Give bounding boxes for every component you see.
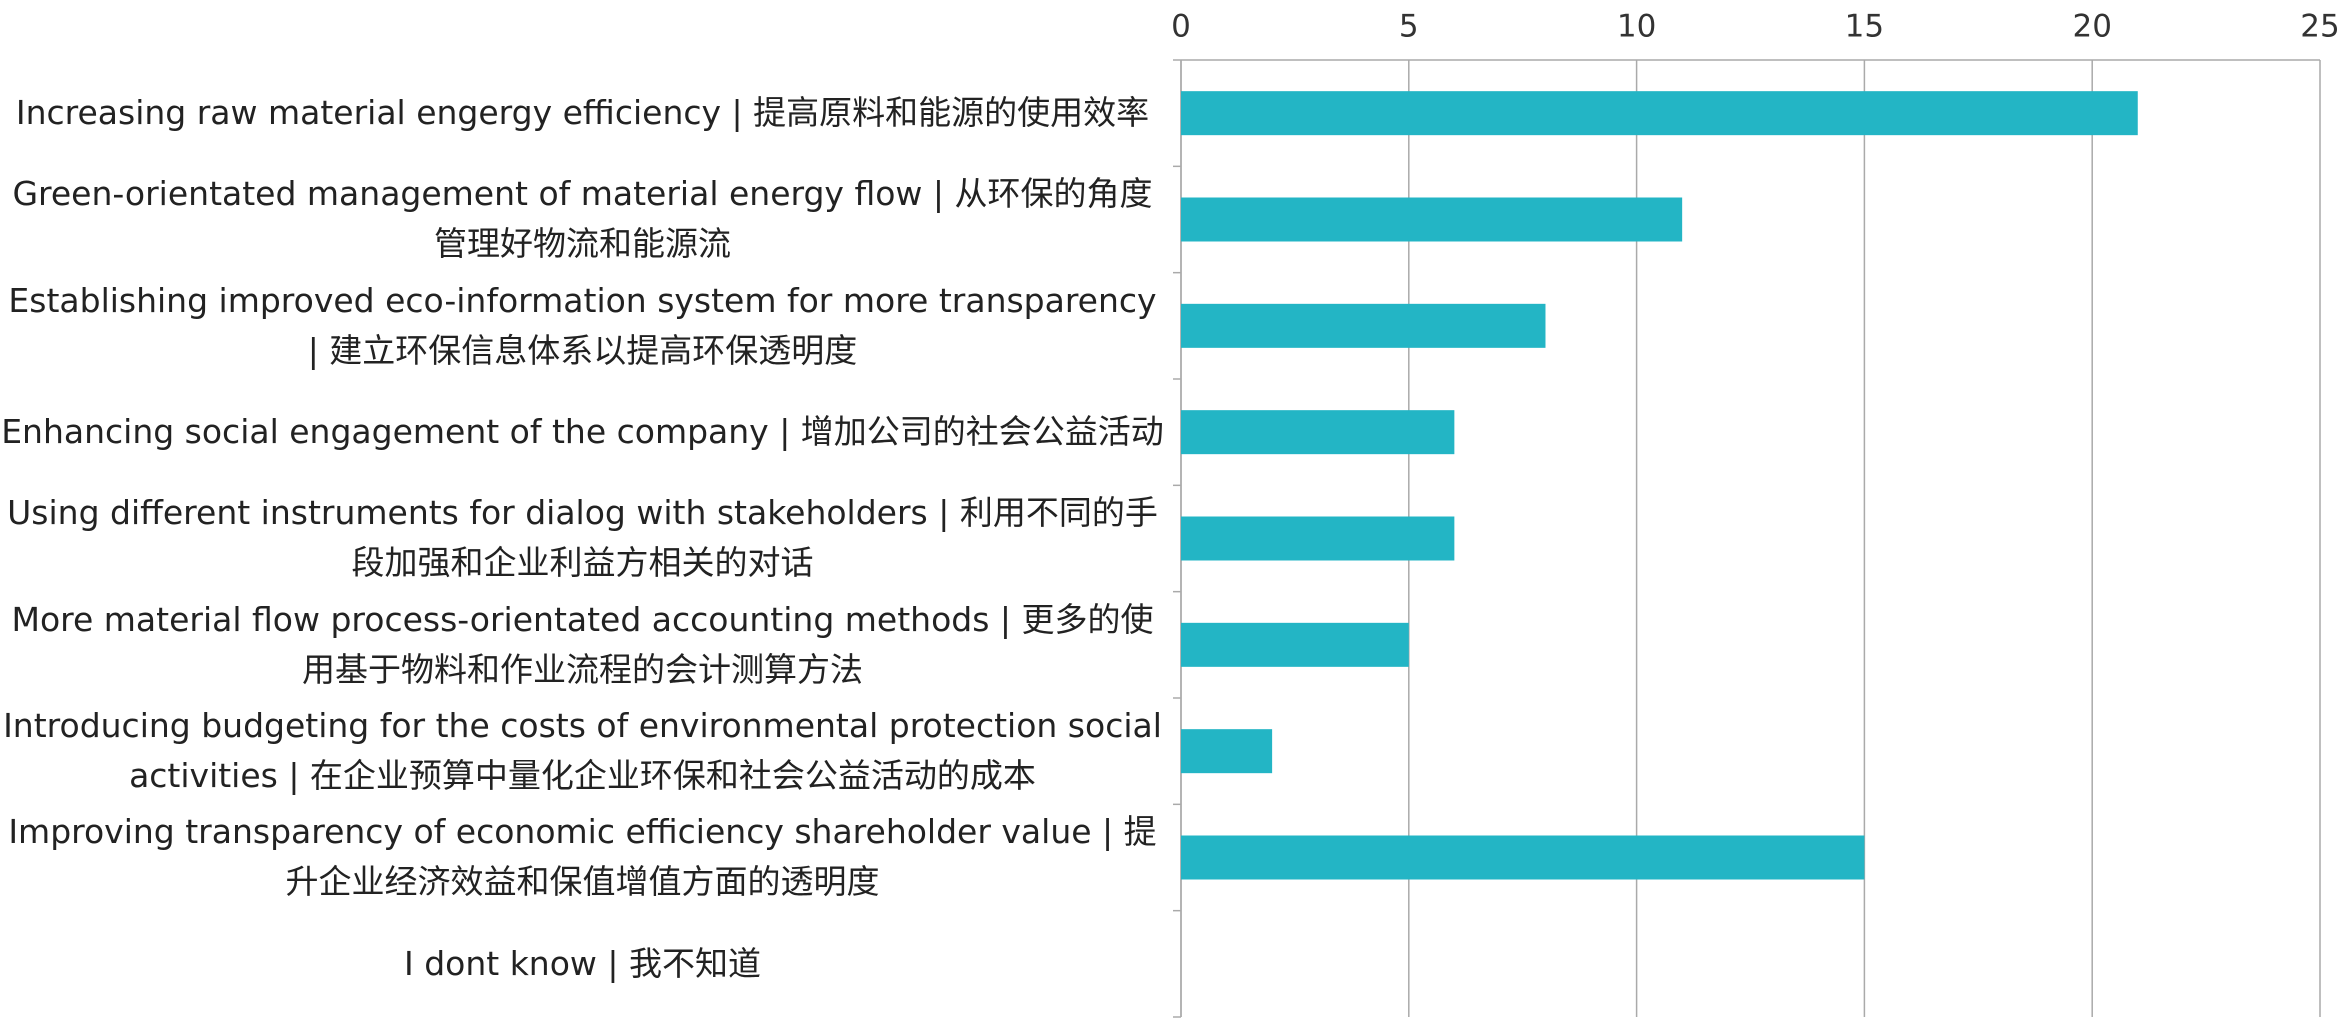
category-text: More material flow process-orientated ac…	[11, 599, 1154, 689]
bar	[1181, 516, 1455, 561]
category-text: Enhancing social engagement of the compa…	[1, 412, 1164, 452]
bar	[1181, 303, 1546, 348]
x-tick-label: 25	[2300, 9, 2339, 45]
x-tick-label: 10	[1617, 9, 1656, 45]
y-tick-label: I dont know | 我不知道	[0, 911, 1165, 1017]
y-tick-label: Improving transparency of economic effic…	[0, 804, 1165, 910]
category-text: Green-orientated management of material …	[12, 174, 1153, 264]
x-tick-label: 0	[1171, 9, 1191, 45]
y-tick-label: Green-orientated management of material …	[0, 166, 1165, 272]
category-text: Increasing raw material engergy efficien…	[15, 93, 1150, 133]
category-text: Using different instruments for dialog w…	[7, 493, 1158, 583]
category-text: Improving transparency of economic effic…	[8, 812, 1157, 902]
y-tick-label: More material flow process-orientated ac…	[0, 592, 1165, 698]
bar	[1181, 729, 1273, 774]
x-tick-label: 20	[2072, 9, 2111, 45]
x-tick-label: 5	[1399, 9, 1419, 45]
y-tick-label: Introducing budgeting for the costs of e…	[0, 698, 1165, 804]
y-tick-label: Establishing improved eco-information sy…	[0, 273, 1165, 379]
y-tick-label: Increasing raw material engergy efficien…	[0, 60, 1165, 166]
category-text: I dont know | 我不知道	[403, 943, 761, 983]
category-text: Introducing budgeting for the costs of e…	[3, 706, 1162, 796]
bar	[1181, 91, 2138, 136]
bar	[1181, 410, 1455, 455]
y-tick-label: Enhancing social engagement of the compa…	[0, 379, 1165, 485]
x-tick-label: 15	[1845, 9, 1884, 45]
bar	[1181, 835, 1865, 880]
bar	[1181, 197, 1683, 242]
y-tick-label: Using different instruments for dialog w…	[0, 485, 1165, 591]
category-text: Establishing improved eco-information sy…	[8, 280, 1157, 370]
bar	[1181, 622, 1409, 667]
